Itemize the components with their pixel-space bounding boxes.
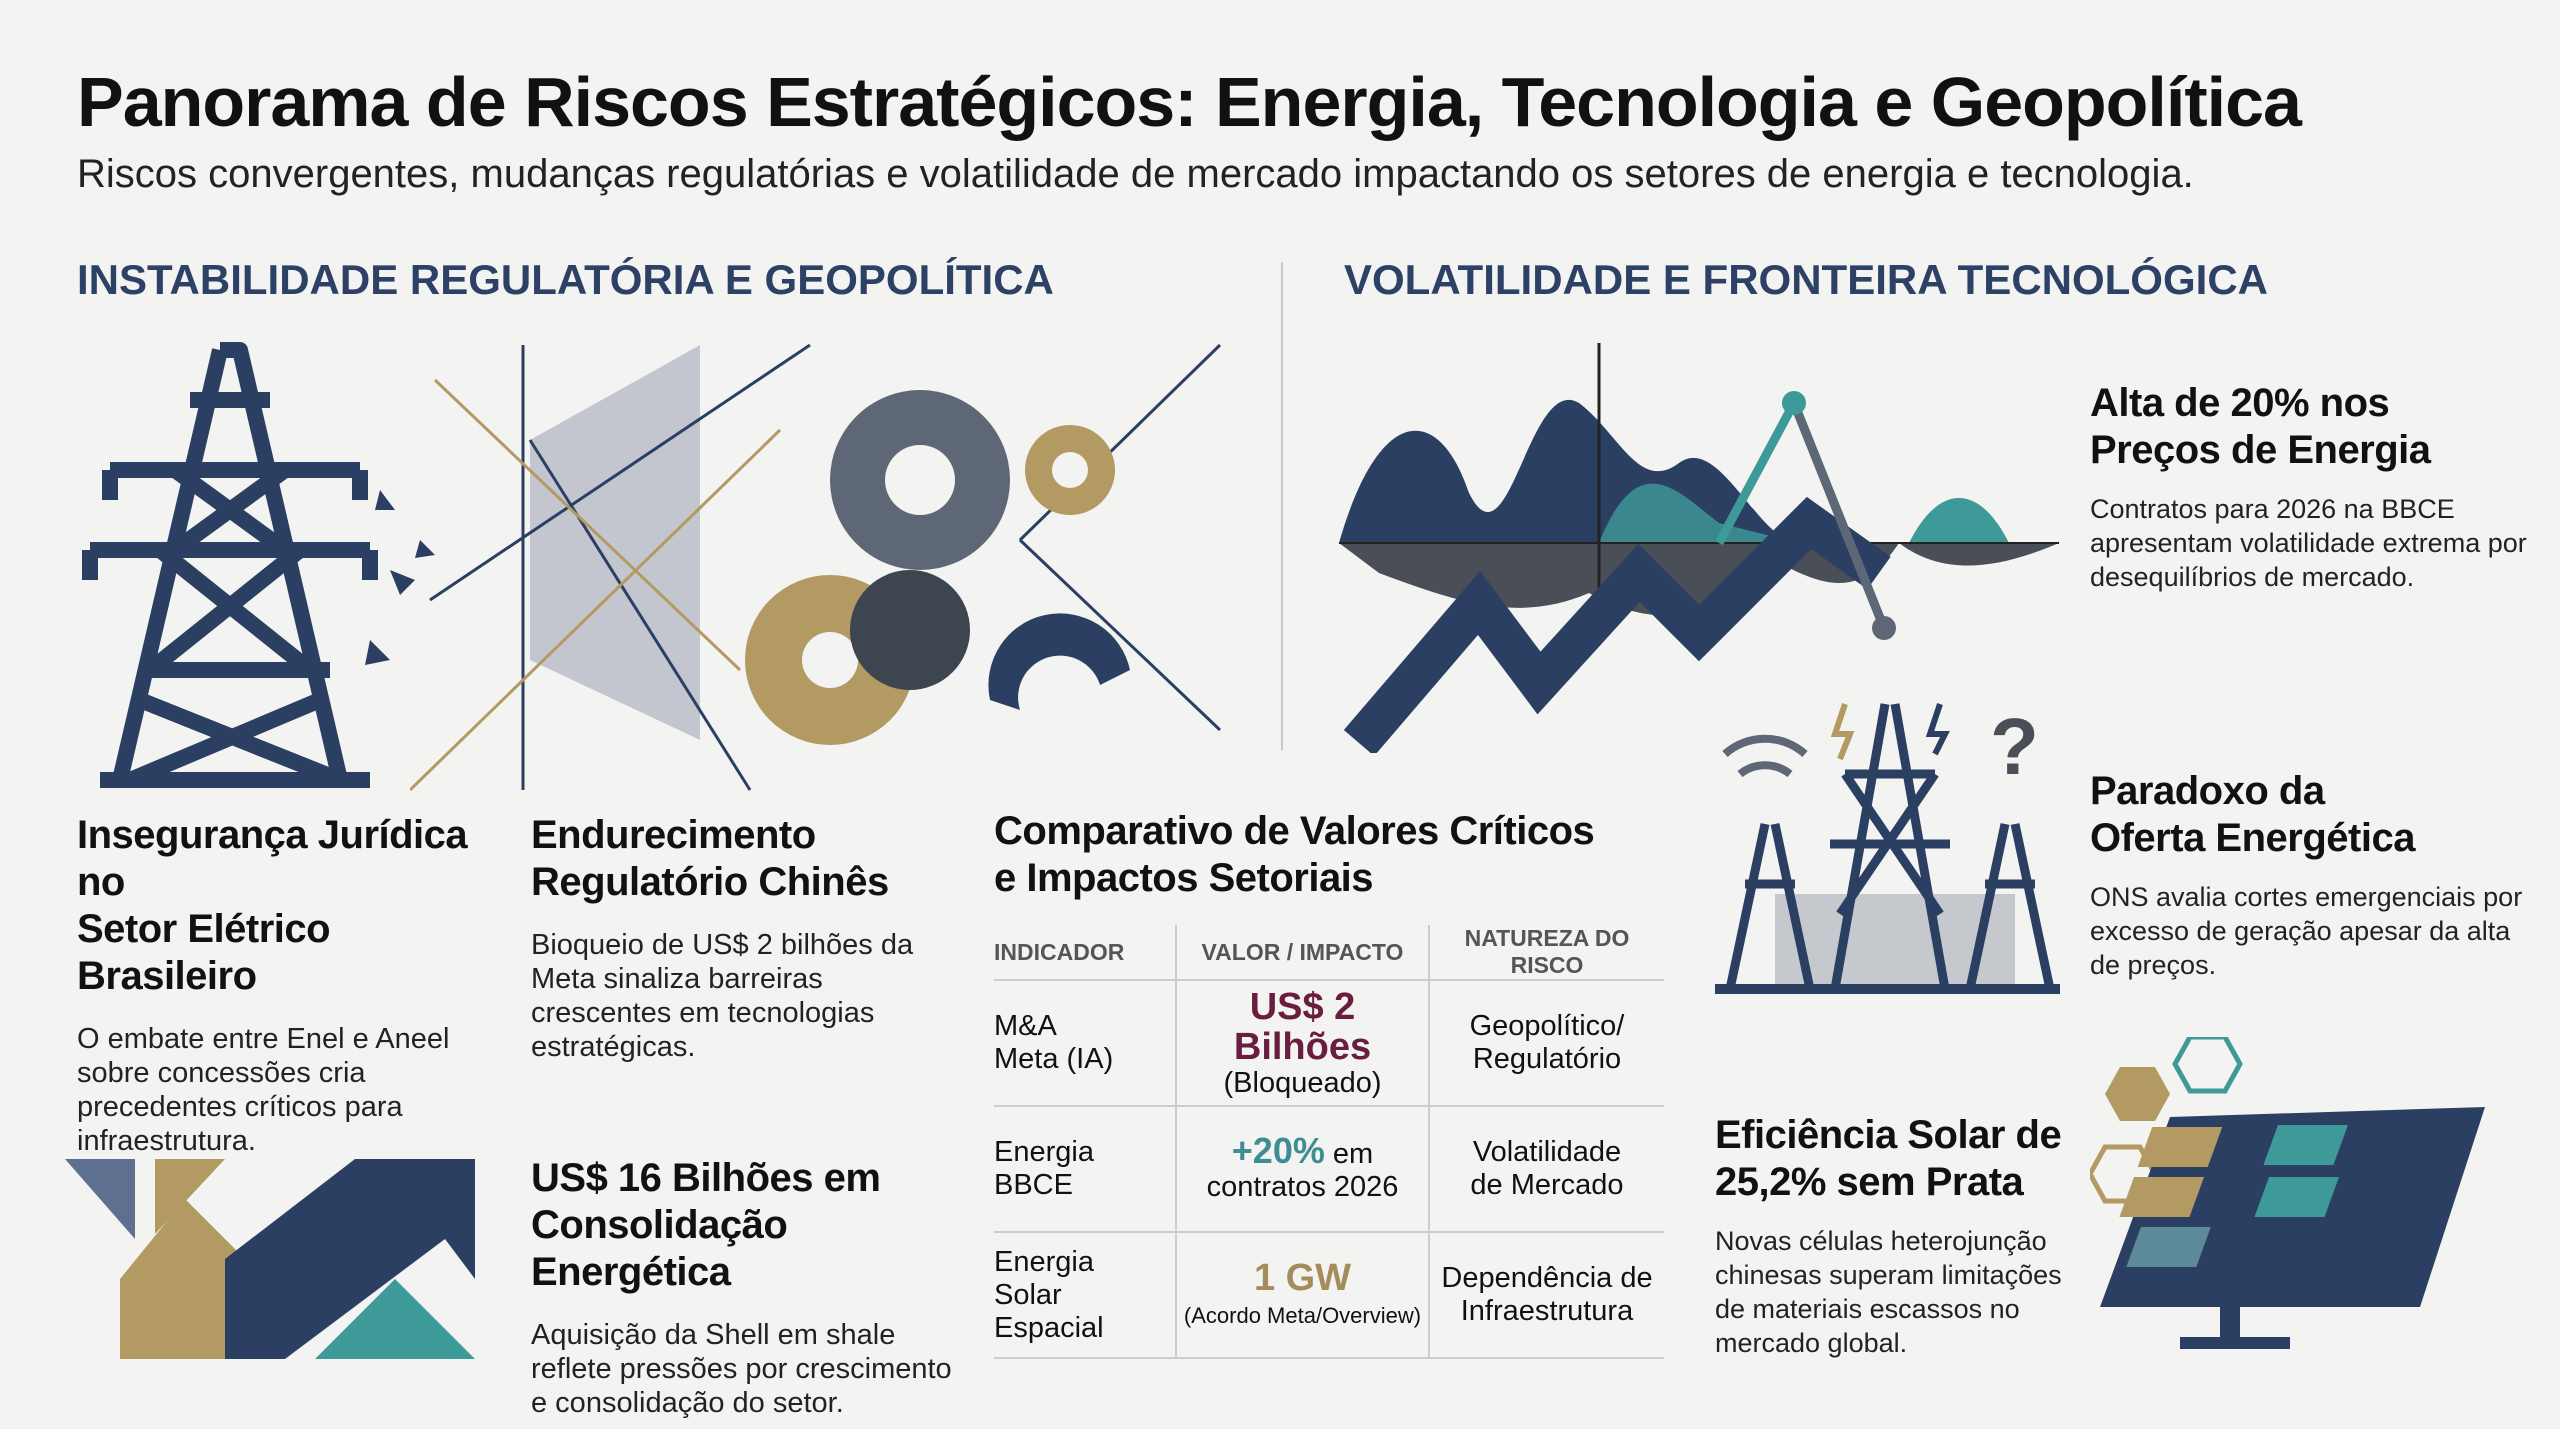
comparison-table: INDICADOR VALOR / IMPACTO NATUREZA DO RI… (994, 925, 1664, 1359)
solar-panel-icon (2090, 1037, 2485, 1349)
card-prices: Alta de 20% nos Preços de Energia Contrat… (2090, 380, 2530, 594)
card-title: Paradoxo da Oferta Energética (2090, 769, 2415, 860)
table-row: M&A Meta (IA) US$ 2 Bilhões (Bloqueado) Ge… (994, 980, 1664, 1107)
gears-icon (745, 390, 1130, 745)
card-body: ONS avalia cortes emergenciais por exces… (2090, 882, 2523, 980)
section-title-right: VOLATILIDADE E FRONTEIRA TECNOLÓGICA (1344, 256, 2268, 303)
page-subtitle: Riscos convergentes, mudanças regulatóri… (77, 152, 2194, 196)
wave-chart-icon (1339, 343, 2059, 753)
card-solar: Eficiência Solar de 25,2% sem Prata Novas… (1715, 1112, 2085, 1360)
column-header: VALOR / IMPACTO (1175, 925, 1429, 981)
card-body: Aquisição da Shell em shale reflete pres… (531, 1319, 952, 1419)
card-paradox: Paradoxo da Oferta Energética ONS avalia … (2090, 768, 2530, 982)
card-body: O embate entre Enel e Aneel sobre conces… (77, 1023, 450, 1157)
table-row: Energia Solar Espacial 1 GW (Acordo Meta/O… (994, 1232, 1664, 1359)
table-row: Energia BBCE +20% em contratos 2026 Volati… (994, 1106, 1664, 1233)
svg-text:?: ? (1990, 702, 2039, 791)
card-china: Endurecimento Regulatório Chinês Bioqueio… (531, 812, 971, 1064)
card-title: Eficiência Solar de 25,2% sem Prata (1715, 1113, 2062, 1204)
card-body: Novas células heterojunção chinesas supe… (1715, 1226, 2062, 1358)
table-title: Comparativo de Valores Críticos e Impacto… (994, 809, 1595, 900)
page-title: Panorama de Riscos Estratégicos: Energia… (77, 63, 2302, 141)
card-title: Endurecimento Regulatório Chinês (531, 813, 889, 904)
card-title: US$ 16 Bilhões em Consolidação Energética (531, 1156, 881, 1294)
card-title: Alta de 20% nos Preços de Energia (2090, 381, 2431, 472)
card-body: Contratos para 2026 na BBCE apresentam v… (2090, 494, 2527, 592)
fractured-barrier-icon (410, 343, 1222, 792)
geometric-arrow-icon (65, 1159, 475, 1359)
column-header: INDICADOR (994, 925, 1176, 981)
towers-wifi-icon: ? (1715, 702, 2060, 994)
card-title: Insegurança Jurídica no Setor Elétrico Br… (77, 813, 468, 998)
card-shell: US$ 16 Bilhões em Consolidação Energética… (531, 1155, 991, 1420)
card-brazil: Insegurança Jurídica no Setor Elétrico Br… (77, 812, 517, 1158)
column-header: NATUREZA DO RISCO (1428, 925, 1664, 981)
section-divider (1281, 262, 1283, 750)
card-body: Bioqueio de US$ 2 bilhões da Meta sinali… (531, 929, 914, 1063)
transmission-tower-icon (82, 342, 435, 788)
section-title-left: INSTABILIDADE REGULATÓRIA E GEOPOLÍTICA (77, 256, 1054, 303)
